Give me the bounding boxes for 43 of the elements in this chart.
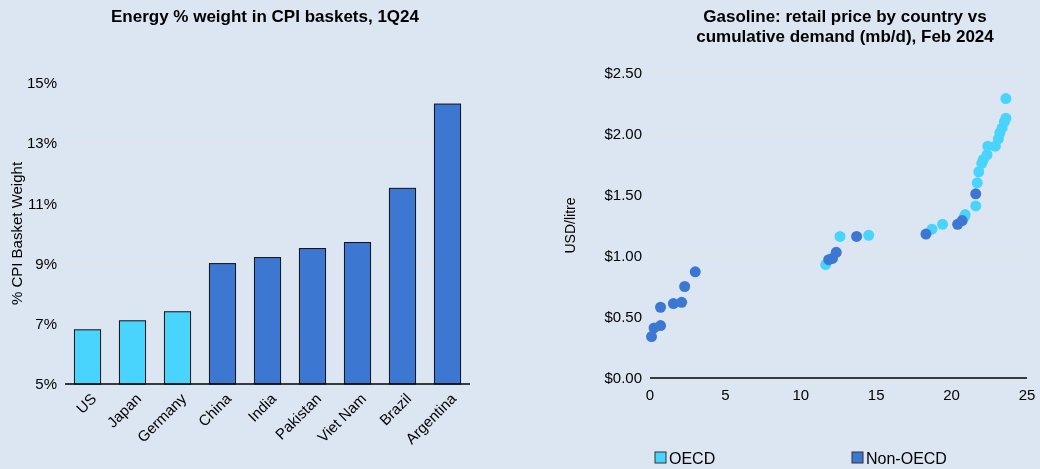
y-tick-label: $0.00	[604, 369, 642, 387]
y-tick-label: 5%	[35, 375, 57, 393]
point	[970, 200, 982, 212]
x-tick-label: 20	[943, 386, 960, 403]
y-tick-label: 7%	[35, 315, 57, 333]
point	[679, 281, 691, 292]
point	[1000, 112, 1012, 124]
point	[851, 230, 863, 242]
y-tick-label: 9%	[35, 254, 57, 272]
x-tick-label: US	[72, 389, 100, 417]
point	[689, 266, 701, 278]
point	[937, 218, 949, 230]
point	[676, 296, 688, 308]
y-tick-label: 13%	[26, 134, 57, 152]
y-tick-label: $2.00	[604, 125, 642, 143]
point	[970, 188, 982, 200]
chart-title: Energy % weight in CPI baskets, 1Q24	[111, 7, 420, 26]
x-tick-label: 5	[721, 386, 730, 403]
y-axis-title: USD/litre	[562, 197, 578, 254]
y-tick-label: 11%	[28, 194, 57, 212]
point	[956, 215, 968, 227]
y-axis-title: % CPI Basket Weight	[8, 161, 25, 306]
y-tick-label: $1.00	[604, 247, 642, 265]
x-tick-label: 25	[1018, 386, 1036, 403]
point	[1000, 93, 1012, 105]
point	[971, 177, 983, 189]
chart-title: Gasoline: retail price by country vs cumulative demand (mb/d), Feb 2024	[696, 7, 995, 46]
point	[830, 246, 842, 258]
point	[863, 229, 875, 241]
point	[646, 331, 658, 343]
y-tick-label: $2.50	[604, 64, 642, 82]
x-tick-label: 15	[867, 386, 885, 403]
y-tick-label: 15%	[26, 74, 57, 92]
x-tick-label: 10	[792, 386, 810, 403]
y-tick-label: $1.50	[604, 186, 642, 204]
legend-label: OECD	[669, 449, 716, 467]
y-tick-label: $0.50	[604, 308, 642, 326]
point	[655, 320, 667, 332]
x-tick-label: 0	[645, 386, 655, 403]
legend-label: Non-OECD	[866, 449, 947, 467]
point	[920, 228, 932, 240]
point	[834, 230, 846, 242]
point	[655, 301, 667, 313]
